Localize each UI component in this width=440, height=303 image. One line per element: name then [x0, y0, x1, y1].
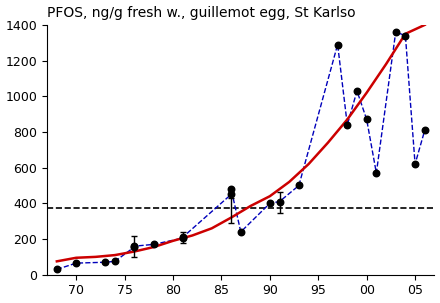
Point	[150, 242, 157, 247]
Point	[363, 117, 370, 122]
Text: PFOS, ng/g fresh w., guillemot egg, St Karlso: PFOS, ng/g fresh w., guillemot egg, St K…	[47, 5, 356, 20]
Point	[373, 171, 380, 175]
Point	[179, 236, 186, 241]
Point	[421, 128, 428, 133]
Point	[334, 42, 341, 47]
Point	[53, 267, 60, 272]
Point	[179, 235, 186, 240]
Point	[353, 88, 360, 93]
Point	[111, 259, 118, 264]
Point	[237, 229, 244, 234]
Point	[402, 33, 409, 38]
Point	[276, 199, 283, 204]
Point	[131, 245, 138, 249]
Point	[344, 122, 351, 127]
Point	[392, 30, 399, 35]
Point	[227, 192, 235, 197]
Point	[73, 261, 80, 265]
Point	[227, 187, 235, 191]
Point	[411, 162, 418, 167]
Point	[266, 201, 273, 206]
Point	[131, 244, 138, 248]
Point	[295, 183, 302, 188]
Point	[102, 260, 109, 265]
